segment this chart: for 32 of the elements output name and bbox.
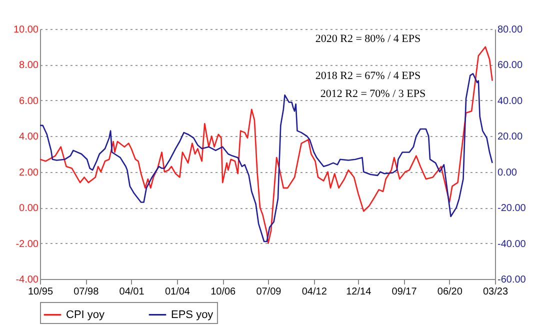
y2-tick-label: 40.00 <box>498 96 523 107</box>
y2-tick-label: -60.00 <box>498 274 526 286</box>
y-tick-label: 4.00 <box>19 132 39 143</box>
y2-tick-label: -20.00 <box>498 203 526 214</box>
x-tick-label: 10/95 <box>28 286 54 298</box>
y-tick-label: -4.00 <box>16 274 39 286</box>
x-tick-label: 07/09 <box>256 286 282 298</box>
x-tick-label: 01/04 <box>164 286 190 298</box>
x-tick-label: 12/14 <box>346 286 372 298</box>
legend-label: CPI yoy <box>66 308 106 321</box>
annotation: 2012 R2 = 70% / 3 EPS <box>320 88 426 100</box>
y-tick-label: 6.00 <box>19 96 39 107</box>
y-tick-label: 10.00 <box>13 24 39 36</box>
x-tick-label: 06/20 <box>437 286 463 298</box>
legend-label: EPS yoy <box>171 308 214 321</box>
y2-tick-label: 0.00 <box>498 167 518 178</box>
x-tick-label: 03/23 <box>482 286 508 298</box>
y2-tick-label: 60.00 <box>498 60 523 72</box>
annotation: 2020 R2 = 80% / 4 EPS <box>315 33 421 45</box>
x-tick-label: 04/01 <box>119 286 145 298</box>
y2-tick-label: 80.00 <box>498 24 523 36</box>
y-tick-label: 2.00 <box>19 167 39 178</box>
x-tick-label: 09/17 <box>392 286 418 298</box>
y-tick-label: 0.00 <box>19 203 39 214</box>
x-tick-label: 04/12 <box>302 286 328 298</box>
y-tick-label: 8.00 <box>19 60 39 72</box>
annotation: 2018 R2 = 67% / 4 EPS <box>315 70 421 82</box>
x-tick-label: 10/06 <box>210 286 236 298</box>
y2-tick-label: 20.00 <box>498 132 523 143</box>
y2-tick-label: -40.00 <box>498 238 526 250</box>
y-tick-label: -2.00 <box>16 238 39 250</box>
x-tick-label: 07/98 <box>74 286 100 298</box>
